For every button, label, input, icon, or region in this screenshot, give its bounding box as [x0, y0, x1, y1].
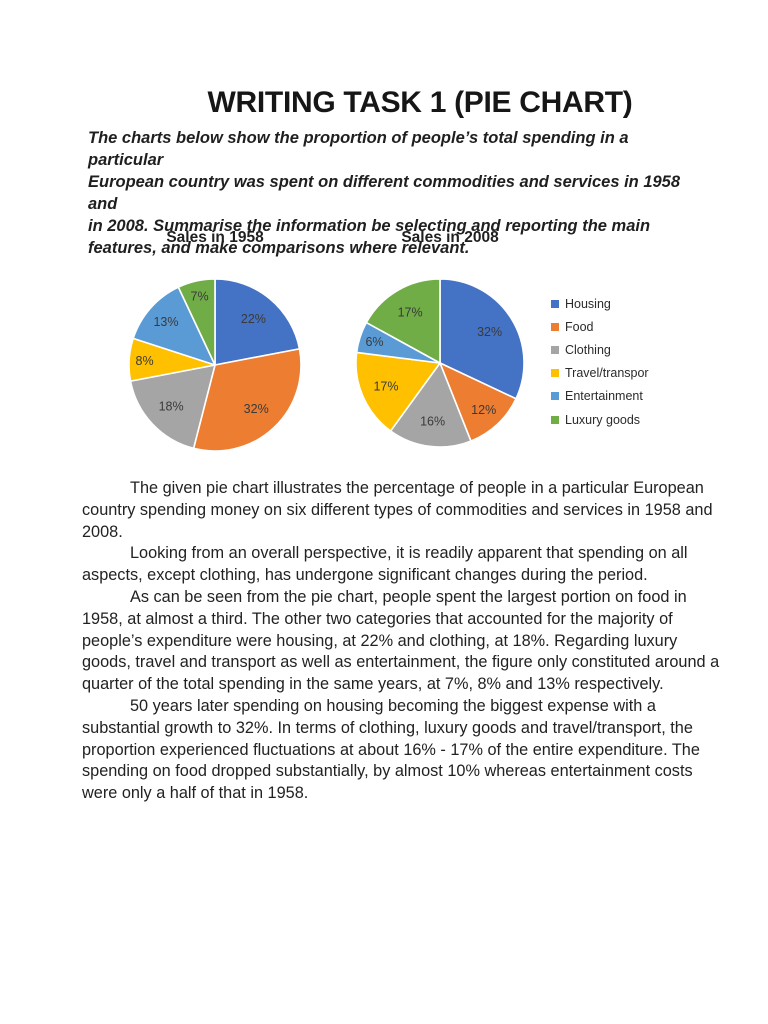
legend-swatch-clothing	[551, 345, 559, 354]
pie-data-label: 17%	[398, 306, 423, 320]
pie-slice-travel-transport	[355, 351, 441, 432]
pie-data-label: 22%	[241, 312, 266, 326]
legend-swatch-travel-transport	[551, 369, 559, 378]
legend-item: Clothing	[551, 338, 671, 361]
pie-slice-entertainment	[132, 286, 216, 366]
pie-data-label: 16%	[420, 415, 445, 429]
legend-swatch-food	[551, 322, 559, 331]
legend-item: Travel/transpor	[551, 362, 671, 385]
pie-slice-food	[192, 348, 302, 452]
pie-chart-1958: 22% 32% 18% 8% 13% 7%	[128, 278, 302, 452]
pie-data-label: 32%	[244, 402, 269, 416]
chart-title-2008: Sales in 2008	[401, 229, 499, 246]
legend-label: Travel/transpor	[565, 366, 649, 381]
pie-data-label: 32%	[477, 325, 502, 339]
essay-paragraph: 50 years later spending on housing becom…	[82, 696, 700, 803]
task-prompt-line: in 2008. Summarise the information be se…	[88, 217, 651, 235]
pie-slice-housing	[214, 278, 301, 366]
chart-legend: Housing Food Clothing Travel/transpor En…	[551, 292, 671, 431]
legend-label: Luxury goods	[565, 412, 641, 427]
legend-swatch-housing	[551, 299, 559, 308]
legend-swatch-entertainment	[551, 392, 559, 401]
essay-paragraph: The given pie chart illustrates the perc…	[82, 479, 713, 541]
pie-data-label: 6%	[365, 335, 383, 349]
pie-slice-housing	[439, 278, 525, 400]
legend-label: Food	[565, 319, 594, 334]
legend-label: Housing	[565, 296, 611, 311]
pie-slice-clothing	[129, 364, 216, 450]
essay-paragraph: Looking from an overall perspective, it …	[82, 544, 688, 585]
page-title: WRITING TASK 1 (PIE CHART)	[207, 86, 633, 119]
pie-data-label: 12%	[471, 403, 496, 417]
pie-data-label: 18%	[159, 399, 184, 413]
pie-data-label: 13%	[153, 315, 178, 329]
pie-data-label: 7%	[191, 289, 209, 303]
pie-slice-clothing	[389, 362, 472, 448]
legend-swatch-luxury-goods	[551, 415, 559, 424]
legend-item: Entertainment	[551, 385, 671, 408]
pie-chart-2008: 32% 12% 16% 17% 6% 17%	[355, 278, 525, 448]
task-prompt-line: The charts below show the proportion of …	[88, 129, 629, 169]
pie-slice-food	[439, 362, 517, 442]
essay-paragraph: As can be seen from the pie chart, peopl…	[82, 587, 720, 694]
legend-item: Luxury goods	[551, 408, 671, 431]
pie-slice-luxury-goods	[365, 278, 441, 364]
task-prompt-line: European country was spent on different …	[88, 173, 681, 213]
pie-slice-luxury-goods	[177, 278, 216, 366]
task-prompt-line: features, and make comparisons where rel…	[88, 239, 470, 257]
pie-data-label: 17%	[373, 380, 398, 394]
essay-body: The given pie chart illustrates the perc…	[82, 478, 720, 805]
legend-label: Entertainment	[565, 389, 643, 404]
pie-data-label: 8%	[136, 354, 154, 368]
legend-label: Clothing	[565, 342, 611, 357]
legend-item: Food	[551, 315, 671, 338]
task-prompt: The charts below show the proportion of …	[88, 127, 698, 259]
legend-item: Housing	[551, 292, 671, 315]
chart-title-1958: Sales in 1958	[166, 229, 264, 246]
